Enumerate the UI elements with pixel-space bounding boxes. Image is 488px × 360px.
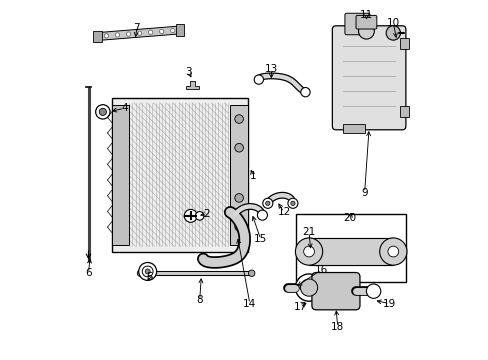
Polygon shape: [175, 24, 184, 36]
Circle shape: [265, 201, 269, 206]
Text: 4: 4: [121, 103, 127, 113]
Text: 18: 18: [330, 322, 344, 332]
Polygon shape: [185, 81, 199, 89]
FancyBboxPatch shape: [332, 26, 405, 130]
Text: 11: 11: [359, 10, 372, 20]
Text: 16: 16: [314, 265, 327, 275]
Circle shape: [96, 105, 110, 119]
Text: 9: 9: [361, 188, 367, 198]
Circle shape: [379, 238, 406, 265]
Circle shape: [386, 26, 400, 40]
Circle shape: [300, 279, 317, 296]
Circle shape: [99, 108, 106, 116]
Text: 13: 13: [264, 64, 278, 74]
Circle shape: [290, 201, 294, 206]
Circle shape: [142, 266, 153, 277]
Circle shape: [115, 33, 120, 37]
Circle shape: [137, 270, 143, 276]
Circle shape: [300, 87, 309, 97]
Bar: [296, 214, 405, 282]
Text: 15: 15: [253, 234, 267, 244]
Circle shape: [295, 274, 322, 301]
FancyBboxPatch shape: [311, 273, 359, 310]
Text: 14: 14: [243, 299, 256, 309]
Circle shape: [234, 115, 243, 123]
Circle shape: [195, 212, 203, 220]
Circle shape: [104, 34, 108, 38]
Circle shape: [287, 198, 297, 208]
Circle shape: [262, 198, 272, 208]
Circle shape: [139, 262, 156, 280]
Text: 20: 20: [343, 213, 356, 222]
Circle shape: [145, 269, 150, 274]
Text: 10: 10: [386, 18, 399, 28]
Bar: [112, 105, 129, 244]
Polygon shape: [97, 26, 180, 41]
Text: 3: 3: [185, 67, 192, 77]
Circle shape: [257, 210, 267, 220]
Bar: [343, 125, 364, 134]
Text: 17: 17: [293, 302, 306, 312]
Circle shape: [159, 29, 163, 33]
Bar: [400, 39, 408, 49]
Text: 21: 21: [302, 227, 315, 237]
Text: 1: 1: [250, 171, 256, 181]
FancyBboxPatch shape: [355, 15, 376, 29]
Circle shape: [248, 270, 254, 276]
Circle shape: [366, 284, 380, 298]
Circle shape: [254, 75, 263, 84]
Circle shape: [184, 210, 197, 222]
Polygon shape: [93, 31, 102, 42]
Circle shape: [170, 28, 175, 33]
Text: 7: 7: [133, 23, 140, 33]
Text: 8: 8: [196, 295, 203, 305]
Circle shape: [137, 31, 142, 35]
Circle shape: [234, 194, 243, 202]
Circle shape: [234, 222, 243, 231]
Text: 5: 5: [146, 272, 152, 282]
Circle shape: [126, 32, 130, 36]
Bar: [400, 107, 408, 117]
Circle shape: [148, 30, 153, 35]
Text: 2: 2: [203, 209, 210, 219]
Circle shape: [358, 23, 373, 39]
Bar: [230, 105, 247, 244]
Circle shape: [303, 246, 314, 257]
Text: 6: 6: [85, 268, 92, 278]
Bar: [112, 98, 247, 252]
FancyBboxPatch shape: [344, 13, 369, 35]
Text: 19: 19: [382, 299, 396, 309]
Circle shape: [295, 238, 322, 265]
Text: 12: 12: [277, 207, 290, 217]
Circle shape: [387, 246, 398, 257]
Circle shape: [234, 143, 243, 152]
